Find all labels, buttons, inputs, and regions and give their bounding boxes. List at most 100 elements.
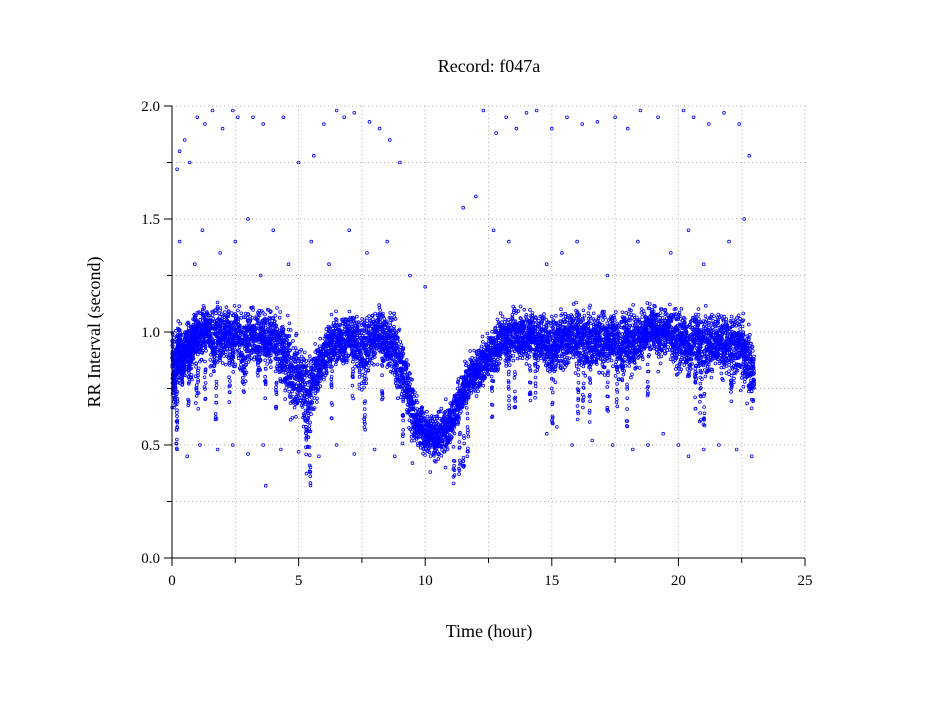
data-point xyxy=(308,355,311,358)
data-point xyxy=(175,412,178,415)
data-point xyxy=(221,362,224,365)
data-point xyxy=(452,482,455,485)
data-point xyxy=(274,370,277,373)
data-point xyxy=(228,376,231,379)
data-point xyxy=(310,413,313,416)
data-point xyxy=(279,311,282,314)
chart-title: Record: f047a xyxy=(438,56,540,76)
data-point xyxy=(402,419,405,422)
data-point xyxy=(363,408,366,411)
data-point xyxy=(465,406,468,409)
data-point xyxy=(351,394,354,397)
data-point xyxy=(309,475,312,478)
data-point xyxy=(462,456,465,459)
data-point xyxy=(204,360,207,363)
data-point xyxy=(354,365,357,368)
data-point xyxy=(195,384,198,387)
data-point xyxy=(391,365,394,368)
data-point xyxy=(209,358,212,361)
data-point xyxy=(204,382,207,385)
data-point xyxy=(215,312,218,315)
data-point xyxy=(225,306,228,309)
data-point xyxy=(268,357,271,360)
data-point xyxy=(444,398,447,401)
data-point xyxy=(224,363,227,366)
data-point xyxy=(396,397,399,400)
data-point xyxy=(381,374,384,377)
data-point xyxy=(411,431,414,434)
data-point xyxy=(210,374,213,377)
data-point xyxy=(351,384,354,387)
data-point xyxy=(348,310,351,313)
data-point xyxy=(404,371,407,374)
data-point xyxy=(223,355,226,358)
data-point xyxy=(486,332,489,335)
data-point xyxy=(415,395,418,398)
data-point xyxy=(466,426,469,429)
data-point xyxy=(402,400,405,403)
data-point xyxy=(284,398,287,401)
data-point xyxy=(437,458,440,461)
data-point xyxy=(334,363,337,366)
data-point xyxy=(172,336,175,339)
data-point xyxy=(469,350,472,353)
data-point xyxy=(264,375,267,378)
data-point xyxy=(374,312,377,315)
data-point xyxy=(335,310,338,313)
data-point xyxy=(237,309,240,312)
data-point xyxy=(402,428,405,431)
data-point xyxy=(486,372,489,375)
data-point xyxy=(452,445,455,448)
data-point xyxy=(440,454,443,457)
data-point xyxy=(314,392,317,395)
data-point xyxy=(214,412,217,415)
data-point xyxy=(399,341,402,344)
data-point xyxy=(284,389,287,392)
data-point xyxy=(426,415,429,418)
data-point xyxy=(482,384,485,387)
data-point xyxy=(241,376,244,379)
data-point xyxy=(363,319,366,322)
data-point xyxy=(303,351,306,354)
data-point xyxy=(467,435,470,438)
data-point xyxy=(270,366,273,369)
data-point xyxy=(179,322,182,325)
data-point xyxy=(319,337,322,340)
data-point xyxy=(286,314,289,317)
data-point xyxy=(274,314,277,317)
data-point xyxy=(295,415,298,418)
data-point xyxy=(481,335,484,338)
data-point xyxy=(410,439,413,442)
data-point xyxy=(440,407,443,410)
data-point xyxy=(329,362,332,365)
data-point xyxy=(458,384,461,387)
data-point xyxy=(376,363,379,366)
data-point xyxy=(215,380,218,383)
data-point xyxy=(453,464,456,467)
data-point xyxy=(264,313,267,316)
data-point xyxy=(203,376,206,379)
data-point xyxy=(229,380,232,383)
data-point xyxy=(467,447,470,450)
data-point xyxy=(194,402,197,405)
data-point xyxy=(218,312,221,315)
data-point xyxy=(232,371,235,374)
data-point xyxy=(458,441,461,444)
data-point xyxy=(176,438,179,441)
data-point xyxy=(463,442,466,445)
data-point xyxy=(228,401,231,404)
data-point xyxy=(289,418,292,421)
data-point xyxy=(197,407,200,410)
data-point xyxy=(305,472,308,475)
data-point xyxy=(197,380,200,383)
data-point xyxy=(314,343,317,346)
data-point xyxy=(358,375,361,378)
data-point xyxy=(307,364,310,367)
data-point xyxy=(240,312,243,315)
data-point xyxy=(305,453,308,456)
data-point xyxy=(233,304,236,307)
data-point xyxy=(276,307,279,310)
data-point xyxy=(466,417,469,420)
data-point xyxy=(466,412,469,415)
data-point xyxy=(401,442,404,445)
